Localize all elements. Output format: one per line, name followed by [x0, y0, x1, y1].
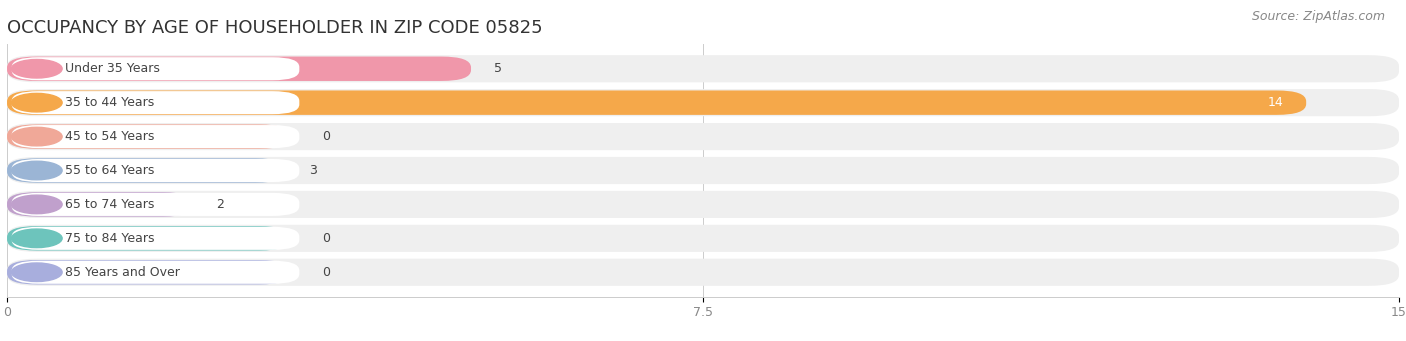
Text: Source: ZipAtlas.com: Source: ZipAtlas.com: [1251, 10, 1385, 23]
Text: 3: 3: [309, 164, 316, 177]
FancyBboxPatch shape: [11, 57, 299, 80]
Text: 45 to 54 Years: 45 to 54 Years: [65, 130, 153, 143]
Text: 0: 0: [322, 266, 330, 279]
Circle shape: [11, 127, 62, 146]
Text: 14: 14: [1267, 96, 1284, 109]
FancyBboxPatch shape: [7, 57, 471, 81]
Text: 65 to 74 Years: 65 to 74 Years: [65, 198, 153, 211]
FancyBboxPatch shape: [11, 193, 299, 216]
FancyBboxPatch shape: [7, 124, 290, 149]
FancyBboxPatch shape: [7, 260, 290, 284]
FancyBboxPatch shape: [11, 91, 299, 114]
Text: 0: 0: [322, 130, 330, 143]
Circle shape: [11, 229, 62, 248]
FancyBboxPatch shape: [7, 225, 1399, 252]
Text: 85 Years and Over: 85 Years and Over: [65, 266, 180, 279]
Text: 2: 2: [217, 198, 224, 211]
Text: 5: 5: [495, 62, 502, 75]
Circle shape: [11, 195, 62, 214]
Circle shape: [11, 59, 62, 78]
FancyBboxPatch shape: [11, 227, 299, 250]
Text: 55 to 64 Years: 55 to 64 Years: [65, 164, 153, 177]
FancyBboxPatch shape: [7, 90, 1306, 115]
Circle shape: [11, 263, 62, 282]
FancyBboxPatch shape: [7, 191, 1399, 218]
FancyBboxPatch shape: [7, 55, 1399, 82]
FancyBboxPatch shape: [11, 125, 299, 148]
Circle shape: [11, 93, 62, 112]
Circle shape: [11, 161, 62, 180]
Text: 75 to 84 Years: 75 to 84 Years: [65, 232, 155, 245]
FancyBboxPatch shape: [7, 89, 1399, 116]
FancyBboxPatch shape: [11, 261, 299, 284]
FancyBboxPatch shape: [7, 123, 1399, 150]
FancyBboxPatch shape: [7, 157, 1399, 184]
Text: Under 35 Years: Under 35 Years: [65, 62, 159, 75]
FancyBboxPatch shape: [7, 259, 1399, 286]
FancyBboxPatch shape: [11, 159, 299, 182]
FancyBboxPatch shape: [7, 158, 285, 183]
Text: 0: 0: [322, 232, 330, 245]
Text: OCCUPANCY BY AGE OF HOUSEHOLDER IN ZIP CODE 05825: OCCUPANCY BY AGE OF HOUSEHOLDER IN ZIP C…: [7, 19, 543, 37]
FancyBboxPatch shape: [7, 226, 290, 251]
FancyBboxPatch shape: [7, 192, 193, 217]
Text: 35 to 44 Years: 35 to 44 Years: [65, 96, 153, 109]
